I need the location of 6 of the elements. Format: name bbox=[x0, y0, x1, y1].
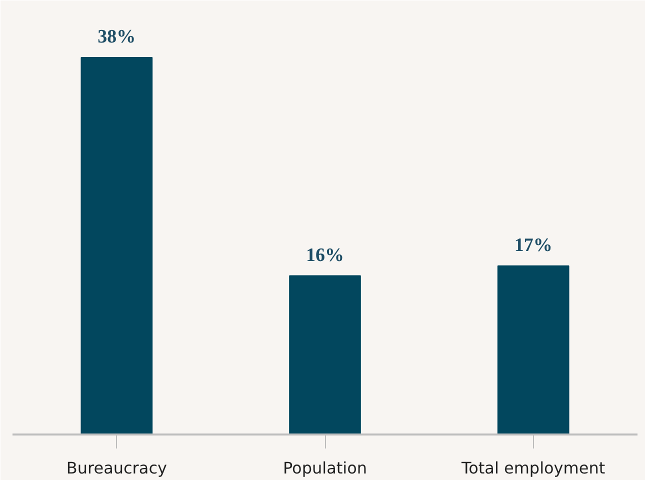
x-tick-label: Population bbox=[282, 458, 368, 478]
data-label: 38% bbox=[98, 26, 136, 48]
x-tick-label: Total employment bbox=[460, 458, 606, 478]
data-label: 16% bbox=[306, 244, 344, 266]
x-tick-label: Bureaucracy bbox=[66, 458, 167, 478]
data-label: 17% bbox=[514, 234, 552, 256]
